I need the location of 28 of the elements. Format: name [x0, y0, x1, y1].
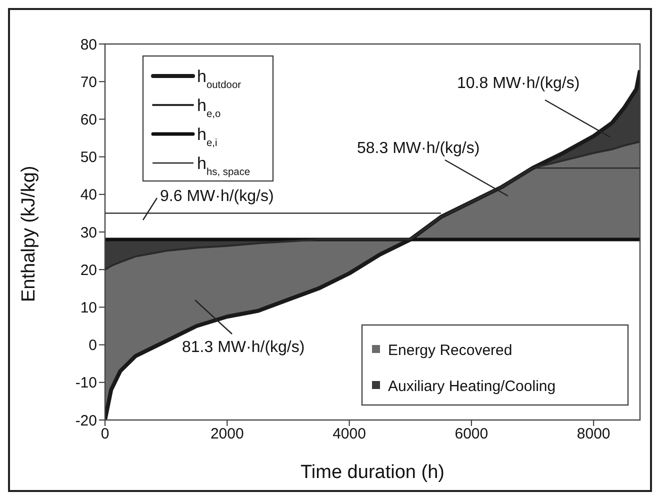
legend-label: Energy Recovered [388, 342, 512, 359]
annotation: 81.3 MW·h/(kg/s) [182, 339, 305, 356]
x-tick-label: 2000 [210, 426, 244, 443]
y-tick-label: 10 [80, 300, 97, 317]
x-tick-label: 8000 [576, 426, 610, 443]
annotation: 58.3 MW·h/(kg/s) [357, 140, 480, 157]
y-tick-label: -20 [75, 412, 97, 430]
y-tick-label: 70 [80, 74, 97, 91]
y-tick-label: -10 [75, 374, 97, 392]
legend-label: h$_{e,o}$ [197, 96, 221, 120]
y-tick-label: 60 [80, 112, 97, 129]
annotation: 9.6 MW·h/(kg/s) [160, 188, 274, 205]
y-tick-label: 50 [80, 149, 97, 166]
y-tick-label: 20 [80, 262, 97, 279]
x-tick-label: 6000 [454, 426, 488, 443]
y-tick-label: 30 [80, 224, 97, 242]
legend-label: h$_{hs, space}$ [197, 154, 250, 178]
legend-label: h$_{e,i}$ [197, 125, 218, 148]
legend-label: h$_{outdoor}$ [197, 67, 242, 90]
y-axis-title: Enthalpy (kJ/kg) [18, 166, 40, 302]
y-tick-label: 0 [88, 337, 97, 354]
annotation: 10.8 MW·h/(kg/s) [457, 75, 580, 92]
x-tick-label: 0 [100, 426, 110, 443]
x-axis-title: Time duration (h) [300, 462, 444, 483]
legend-label: Auxiliary Heating/Cooling [388, 378, 556, 395]
y-tick-label: 80 [80, 36, 97, 54]
x-tick-label: 4000 [332, 426, 366, 443]
y-tick-label: 40 [80, 186, 97, 204]
